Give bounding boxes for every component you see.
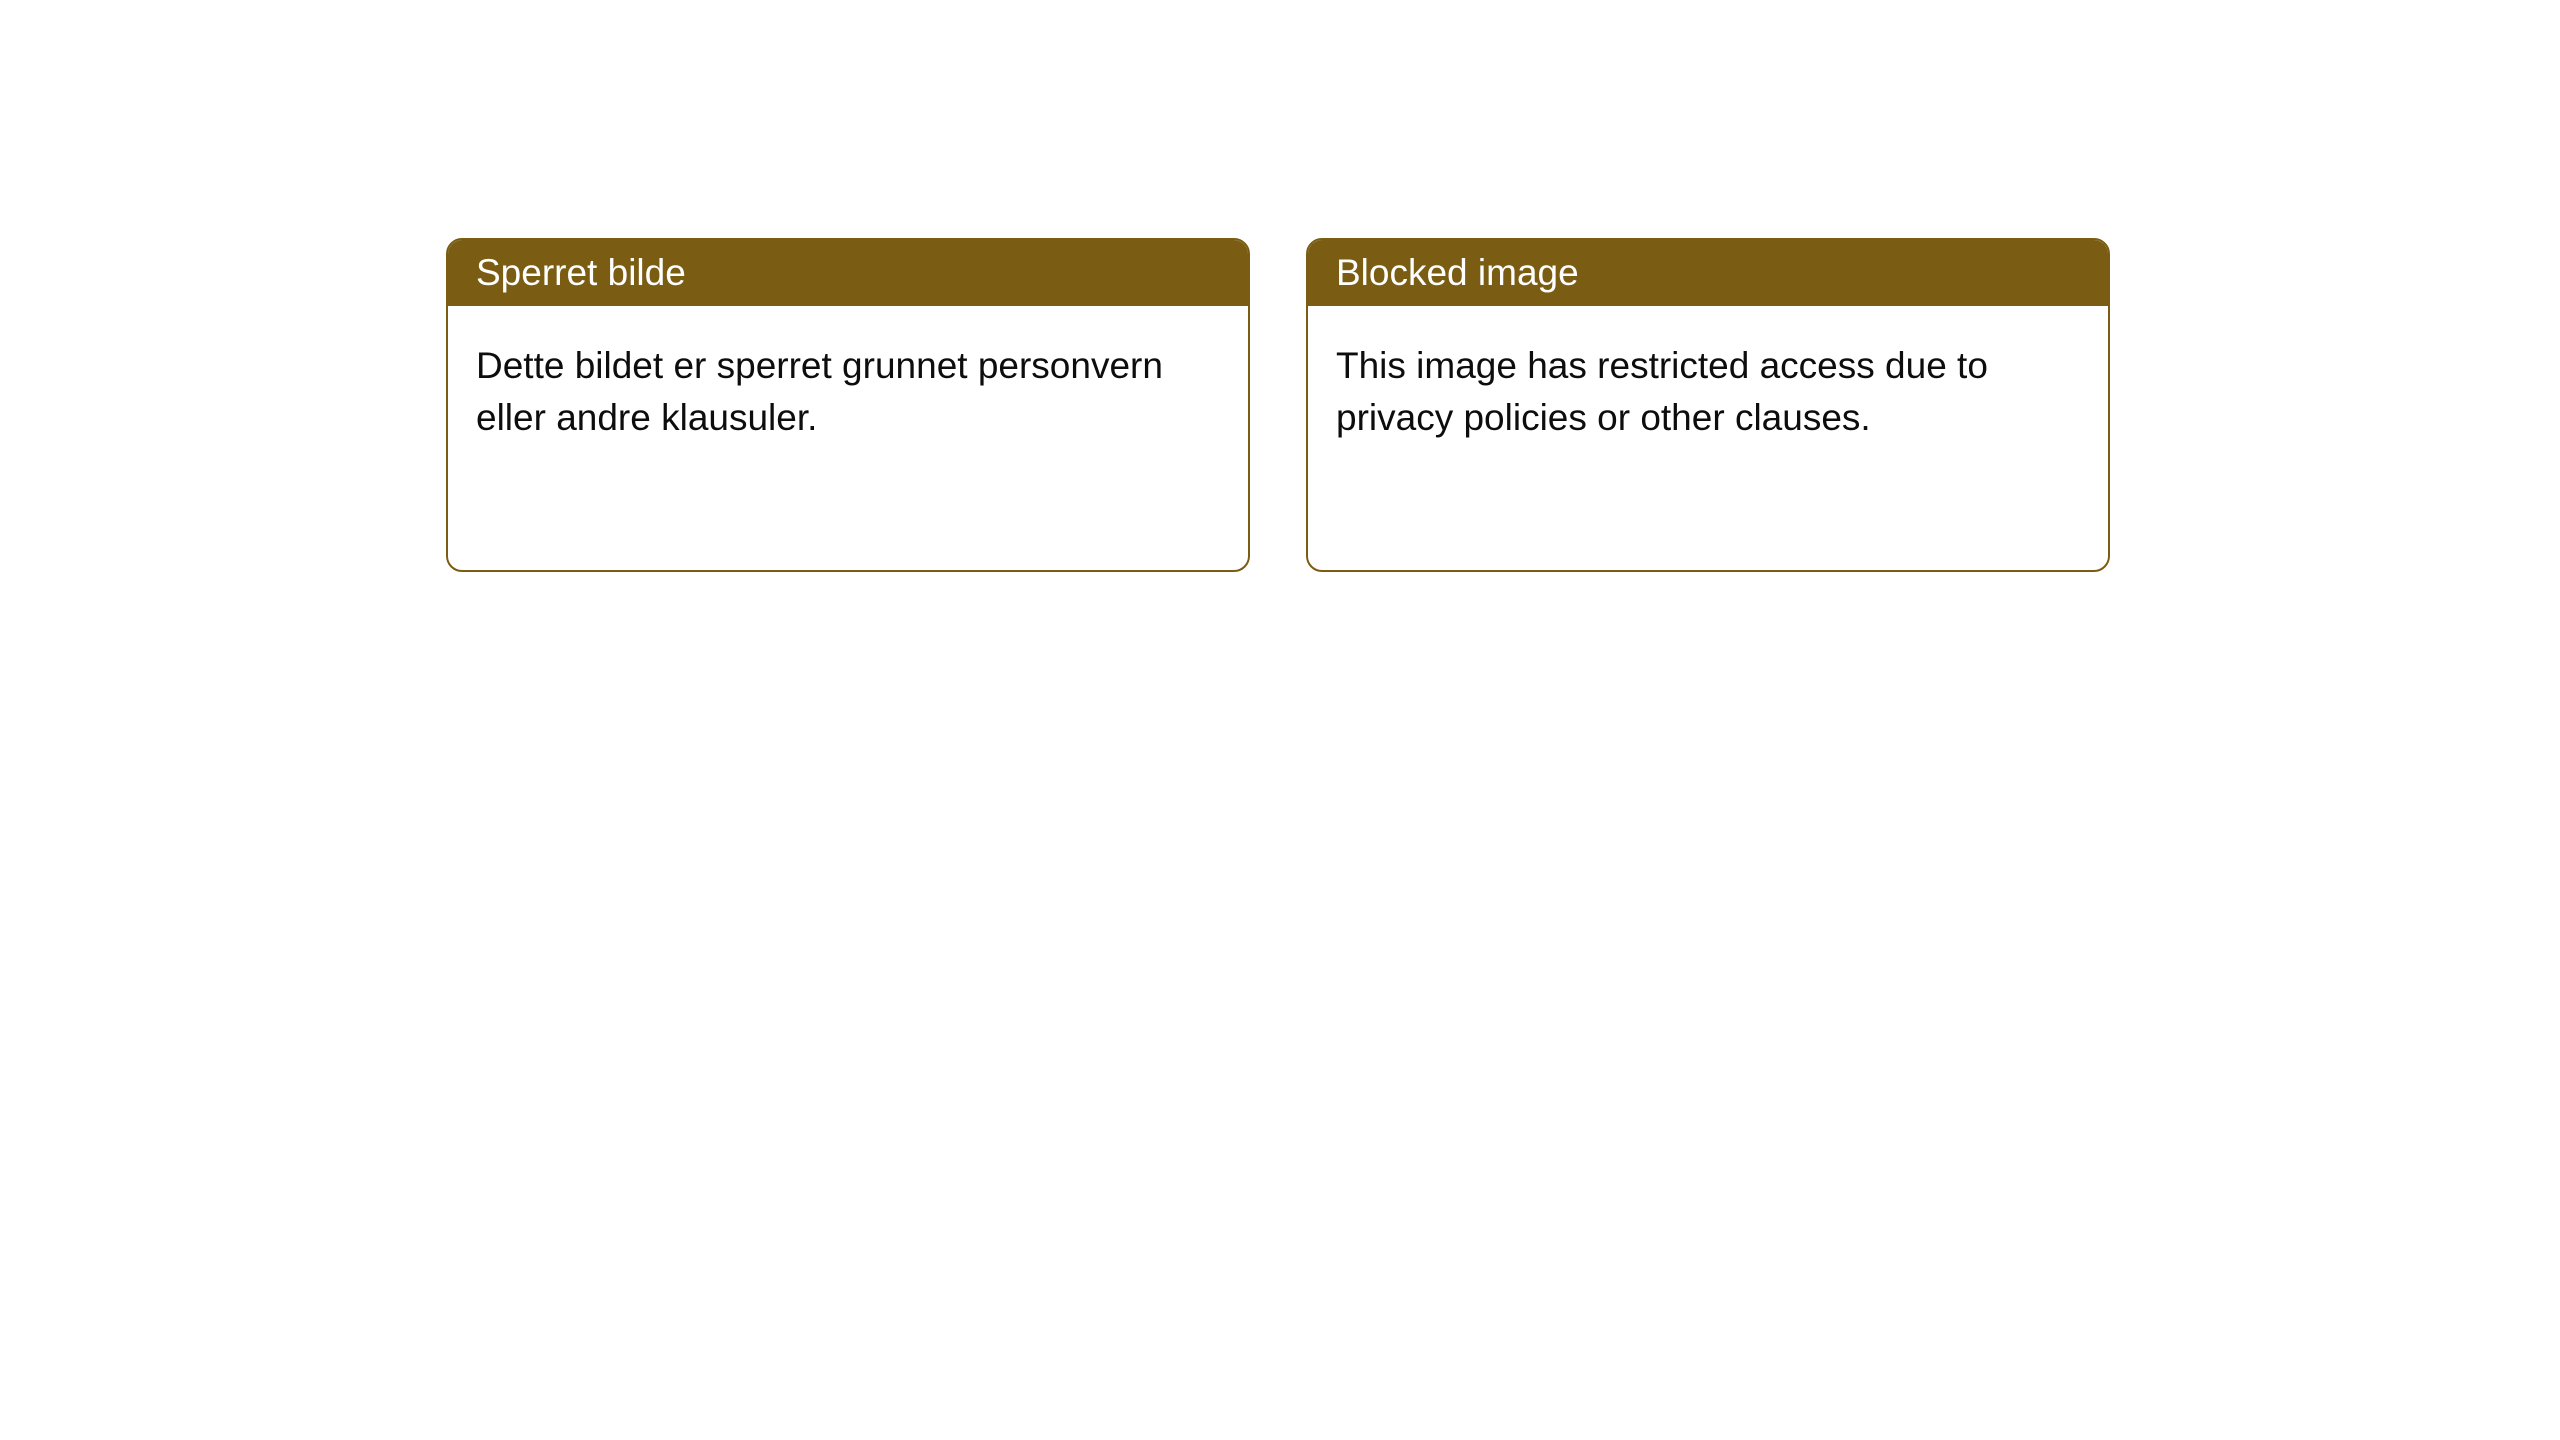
notice-container: Sperret bilde Dette bildet er sperret gr… — [0, 0, 2560, 572]
notice-header: Sperret bilde — [448, 240, 1248, 306]
notice-card-english: Blocked image This image has restricted … — [1306, 238, 2110, 572]
notice-title: Blocked image — [1336, 252, 1579, 293]
notice-title: Sperret bilde — [476, 252, 686, 293]
notice-header: Blocked image — [1308, 240, 2108, 306]
notice-body: This image has restricted access due to … — [1308, 306, 2108, 478]
notice-card-norwegian: Sperret bilde Dette bildet er sperret gr… — [446, 238, 1250, 572]
notice-body-text: This image has restricted access due to … — [1336, 345, 1988, 438]
notice-body-text: Dette bildet er sperret grunnet personve… — [476, 345, 1163, 438]
notice-body: Dette bildet er sperret grunnet personve… — [448, 306, 1248, 478]
